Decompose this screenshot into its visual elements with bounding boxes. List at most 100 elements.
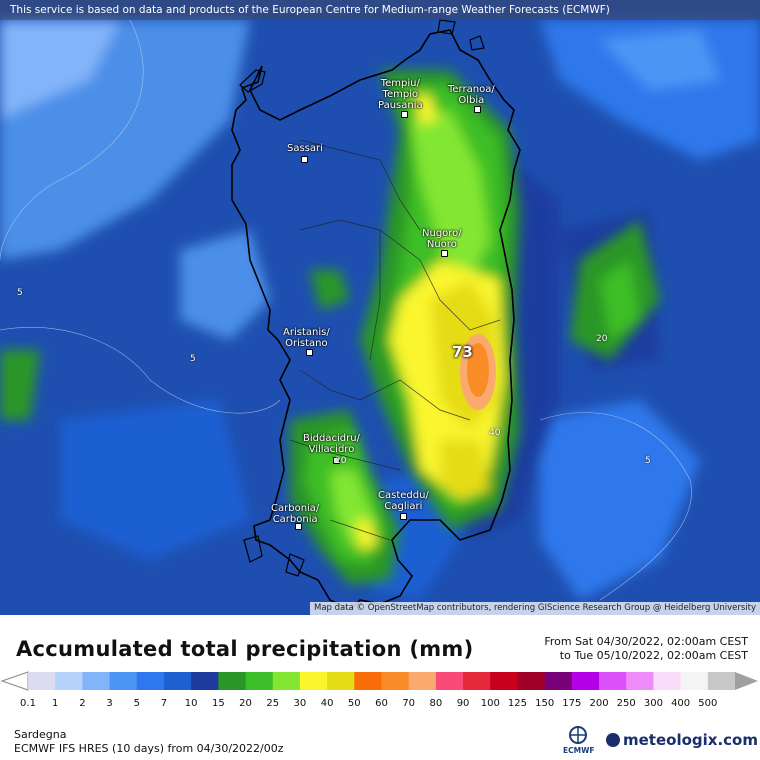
scale-swatch bbox=[435, 672, 464, 690]
region-name: Sardegna bbox=[14, 728, 67, 741]
city-name: Aristanis/ Oristano bbox=[283, 327, 330, 349]
scale-tick-label: 90 bbox=[456, 698, 470, 709]
isoline-label: 5 bbox=[17, 288, 23, 298]
scale-tick-label: 300 bbox=[643, 698, 663, 709]
scale-tick-label: 100 bbox=[480, 698, 500, 709]
scale-swatch bbox=[571, 672, 600, 690]
scale-tick-label: 30 bbox=[293, 698, 307, 709]
map-attribution[interactable]: Map data © OpenStreetMap contributors, r… bbox=[310, 602, 760, 615]
scale-tick-label: 7 bbox=[160, 698, 168, 709]
scale-swatch bbox=[191, 672, 219, 690]
scale-swatch bbox=[136, 672, 165, 690]
isoline-label: 20 bbox=[596, 334, 608, 344]
scale-swatch bbox=[245, 672, 274, 690]
forecast-period: From Sat 04/30/2022, 02:00am CEST to Tue… bbox=[544, 635, 748, 663]
scale-tick-label: 15 bbox=[211, 698, 225, 709]
city-marker bbox=[306, 349, 313, 356]
legend-panel: Accumulated total precipitation (mm) Fro… bbox=[0, 615, 760, 760]
city-marker bbox=[295, 523, 302, 530]
scale-swatch bbox=[490, 672, 518, 690]
scale-swatch bbox=[680, 672, 709, 690]
scale-swatch bbox=[463, 672, 491, 690]
city-name: Biddacidru/ Villacidro bbox=[303, 433, 360, 455]
scale-swatch bbox=[218, 672, 247, 690]
city-marker bbox=[474, 106, 481, 113]
scale-swatch bbox=[55, 672, 83, 690]
scale-tick-label: 20 bbox=[239, 698, 252, 709]
scale-swatch bbox=[163, 672, 192, 690]
model-run-info: ECMWF IFS HRES (10 days) from 04/30/2022… bbox=[14, 742, 284, 755]
city-name: Nugoro/ Nuoro bbox=[422, 228, 462, 250]
brand-name: meteologix.com bbox=[623, 731, 758, 749]
isoline-label: 5 bbox=[645, 456, 651, 466]
city-marker bbox=[400, 513, 407, 520]
period-to: to Tue 05/10/2022, 02:00am CEST bbox=[559, 649, 748, 662]
scale-swatch bbox=[544, 672, 573, 690]
scale-tick-label: 60 bbox=[375, 698, 388, 709]
map-canvas bbox=[0, 19, 760, 611]
scale-tick-label: 40 bbox=[320, 698, 334, 709]
scale-tick-label: 125 bbox=[507, 698, 527, 709]
scale-tick-label: 5 bbox=[133, 698, 140, 709]
city-label-nuoro: Nugoro/ Nuoro bbox=[422, 228, 462, 250]
isoline-label: 20 bbox=[335, 456, 347, 466]
city-marker bbox=[333, 457, 340, 464]
city-name: Terranoa/ Olbia bbox=[448, 84, 495, 106]
city-label-oristano: Aristanis/ Oristano bbox=[283, 327, 330, 349]
scale-tick-label: 200 bbox=[589, 698, 609, 709]
scale-swatch bbox=[599, 672, 627, 690]
city-name: Carbonia/ Carbonia bbox=[271, 503, 320, 525]
scale-tick-label: 80 bbox=[429, 698, 443, 709]
city-label-tempio: Tempiu/ Tempio Pausania bbox=[378, 78, 423, 111]
scale-swatch bbox=[354, 672, 382, 690]
ecmwf-logo-text: ECMWF bbox=[563, 746, 595, 755]
legend-title: Accumulated total precipitation (mm) bbox=[16, 637, 474, 661]
scale-swatch bbox=[28, 672, 56, 690]
scale-swatch bbox=[517, 672, 546, 690]
scale-swatch bbox=[408, 672, 437, 690]
ecmwf-logo-icon bbox=[569, 726, 587, 744]
scale-tick-label: 500 bbox=[698, 698, 718, 709]
scale-tick-label: 10 bbox=[184, 698, 198, 709]
scale-tick-label: 400 bbox=[671, 698, 691, 709]
scale-tick-label: 175 bbox=[562, 698, 582, 709]
max-value-label: 73 bbox=[452, 343, 473, 361]
data-disclaimer: This service is based on data and produc… bbox=[0, 0, 760, 20]
scale-tick-label: 3 bbox=[106, 698, 113, 709]
scale-swatch bbox=[707, 672, 736, 690]
scale-arrow-low bbox=[0, 671, 29, 691]
city-name: Tempiu/ Tempio Pausania bbox=[378, 78, 423, 111]
city-marker bbox=[301, 156, 308, 163]
scale-swatch bbox=[299, 672, 328, 690]
city-marker bbox=[401, 111, 408, 118]
city-marker bbox=[441, 250, 448, 257]
scale-tick-label: 0.1 bbox=[20, 698, 36, 709]
isoline-label: 40 bbox=[489, 428, 501, 438]
precipitation-map[interactable]: This service is based on data and produc… bbox=[0, 0, 760, 615]
isoline-label: 5 bbox=[190, 354, 196, 364]
city-name: Sassari bbox=[287, 143, 323, 154]
scale-tick-label: 50 bbox=[347, 698, 361, 709]
scale-swatch bbox=[109, 672, 138, 690]
scale-swatch bbox=[272, 672, 301, 690]
scale-swatch bbox=[82, 672, 111, 690]
scale-tick-label: 250 bbox=[616, 698, 636, 709]
scale-swatch bbox=[381, 672, 410, 690]
period-from: From Sat 04/30/2022, 02:00am CEST bbox=[544, 635, 748, 648]
city-label-sassari: Sassari bbox=[287, 143, 323, 154]
city-label-villacidro: Biddacidru/ Villacidro bbox=[303, 433, 360, 455]
meteologix-brand[interactable]: meteologix.com bbox=[606, 731, 758, 749]
scale-arrow-high bbox=[735, 672, 758, 690]
scale-tick-label: 1 bbox=[52, 698, 59, 709]
scale-tick-label: 70 bbox=[402, 698, 416, 709]
scale-swatch bbox=[653, 672, 682, 690]
city-label-olbia: Terranoa/ Olbia bbox=[448, 84, 495, 106]
color-scale-bar bbox=[0, 671, 758, 691]
scale-tick-label: 150 bbox=[535, 698, 555, 709]
scale-swatch bbox=[327, 672, 355, 690]
scale-swatch bbox=[626, 672, 654, 690]
scale-tick-label: 25 bbox=[266, 698, 280, 709]
city-label-cagliari: Casteddu/ Cagliari bbox=[378, 490, 429, 512]
scale-tick-label: 2 bbox=[79, 698, 86, 709]
city-name: Casteddu/ Cagliari bbox=[378, 490, 429, 512]
